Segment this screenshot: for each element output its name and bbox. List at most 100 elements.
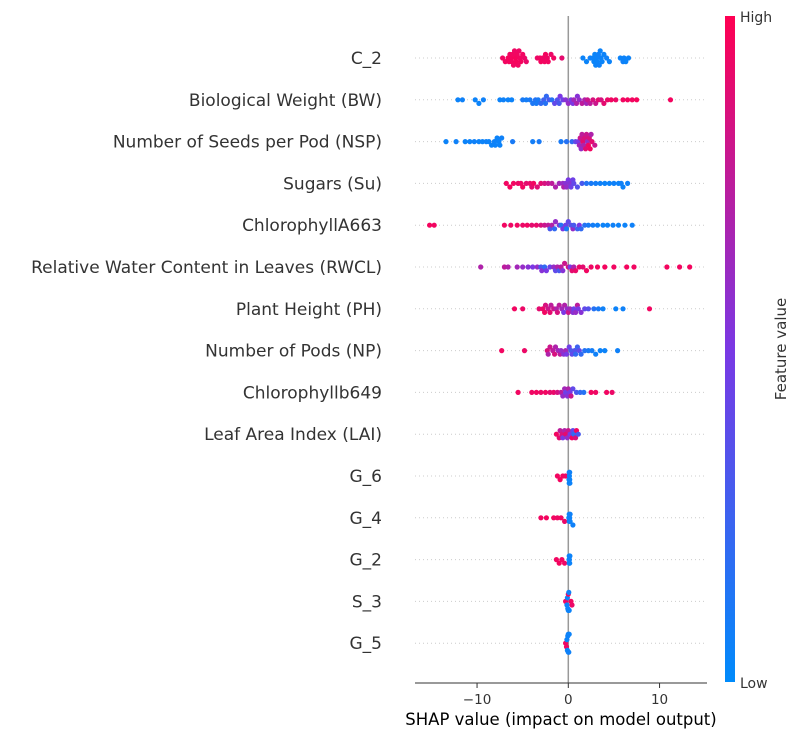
x-tick-label: 0 [564, 692, 573, 708]
shap-point [581, 389, 587, 395]
shap-point [587, 100, 593, 106]
shap-point [497, 97, 503, 103]
shap-point [560, 393, 566, 399]
shap-point [538, 515, 544, 521]
shap-point [570, 386, 576, 392]
shap-point [608, 97, 614, 103]
shap-point [547, 389, 553, 395]
shap-point [582, 348, 588, 354]
shap-point [601, 100, 607, 106]
shap-point [634, 97, 640, 103]
shap-point [667, 97, 674, 103]
shap-point [548, 302, 554, 308]
shap-point [536, 306, 542, 312]
shap-point [497, 142, 503, 148]
shap-point [585, 222, 592, 228]
shap-point [515, 62, 521, 68]
shap-point [556, 180, 562, 186]
shap-point [610, 222, 616, 228]
shap-point [564, 435, 571, 441]
shap-point [502, 59, 508, 65]
shap-point [554, 473, 561, 479]
shap-point [573, 309, 579, 315]
shap-point [551, 389, 557, 395]
shap-point [580, 264, 586, 270]
shap-point [545, 59, 551, 65]
shap-point [585, 306, 592, 312]
shap-point [597, 180, 603, 186]
x-ticks: −10 0 10 [463, 683, 668, 708]
shap-point [552, 100, 558, 106]
shap-point [509, 97, 515, 103]
shap-point [562, 302, 568, 308]
shap-point [617, 55, 623, 61]
shap-point [510, 180, 517, 186]
shap-point [574, 184, 581, 190]
shap-point [597, 48, 603, 54]
shap-point [573, 268, 579, 274]
shap-point [530, 264, 536, 270]
shap-point [542, 100, 549, 106]
shap-point [563, 139, 570, 145]
shap-point [569, 602, 575, 608]
shap-point [560, 268, 566, 274]
shap-point [567, 518, 573, 525]
shap-point [530, 139, 536, 145]
shap-point [580, 55, 586, 61]
shap-point [615, 348, 621, 354]
shap-point [588, 180, 594, 186]
feature-label: Number of Pods (NP) [205, 342, 382, 362]
shap-point [609, 389, 615, 395]
shap-point [542, 389, 549, 395]
x-tick-label: 10 [651, 692, 668, 708]
shap-point [602, 264, 608, 270]
shap-point [556, 560, 562, 566]
shap-point [553, 431, 560, 437]
shap-point [598, 97, 604, 103]
shap-point [547, 309, 553, 315]
shap-point [577, 389, 583, 395]
feature-label: C_2 [351, 49, 382, 69]
shap-point [486, 139, 492, 145]
shap-point [529, 222, 535, 228]
shap-point [548, 51, 554, 58]
feature-label: Sugars (Su) [283, 174, 382, 194]
shap-point [613, 306, 619, 312]
shap-point [600, 306, 606, 312]
shap-point [588, 264, 594, 270]
shap-point [515, 389, 521, 395]
shap-point [578, 351, 584, 357]
shap-point [576, 97, 582, 103]
shap-point [511, 48, 518, 54]
shap-point [539, 268, 545, 274]
shap-point [514, 222, 520, 228]
shap-point [593, 180, 599, 186]
colorbar-title: Feature value [772, 298, 790, 400]
shap-point [471, 139, 477, 145]
shap-point [527, 97, 533, 103]
shap-point [508, 222, 514, 228]
shap-point [629, 222, 635, 228]
shap-point [565, 100, 571, 106]
shap-point [620, 184, 626, 190]
shap-point [499, 348, 505, 354]
shap-point [569, 139, 575, 145]
feature-label: Biological Weight (BW) [189, 91, 382, 111]
shap-point [563, 351, 570, 357]
shap-point [476, 139, 482, 145]
shap-point [431, 222, 437, 228]
shap-point [558, 515, 564, 521]
shap-point [560, 226, 566, 232]
shap-point [596, 62, 602, 68]
shap-point [557, 93, 563, 99]
shap-point [563, 226, 570, 232]
shap-point [562, 260, 568, 266]
feature-label: Leaf Area Index (LAI) [204, 425, 382, 445]
shap-point [587, 146, 593, 152]
shap-point [516, 48, 522, 54]
shap-point [589, 348, 595, 354]
shap-point [523, 180, 529, 186]
shap-point [549, 222, 555, 228]
shap-point [593, 100, 599, 106]
shap-point [558, 139, 564, 145]
